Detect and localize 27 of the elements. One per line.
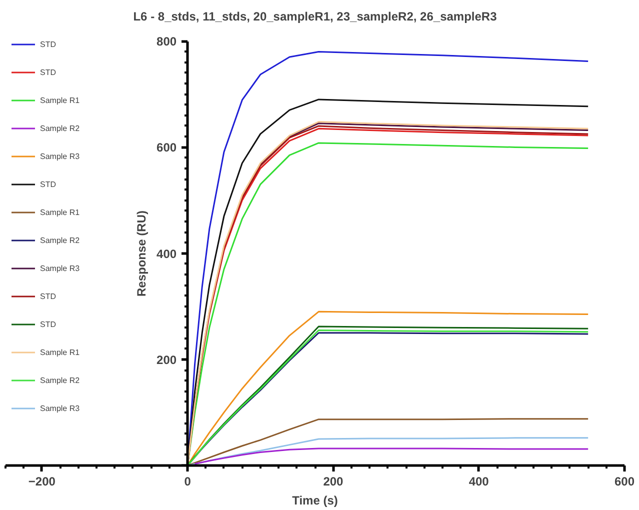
x-tick-label: 0 [184, 474, 192, 488]
legend-label: Sample R1 [40, 94, 80, 107]
legend-label: STD [40, 38, 57, 50]
legend-label: STD [40, 66, 57, 78]
legend-label: STD [40, 290, 57, 302]
y-tick-label: 400 [156, 246, 177, 261]
chart-title: L6 - 8_stds, 11_stds, 20_sampleR1, 23_sampleR2, 26_sampleR3 [133, 10, 498, 24]
y-tick-label: 200 [156, 352, 177, 367]
x-tick-label: 400 [468, 474, 490, 488]
x-tick-label: 200 [323, 474, 344, 488]
legend-label: Sample R2 [40, 234, 80, 247]
legend-label: STD [40, 178, 57, 190]
legend-label: Sample R2 [40, 122, 80, 135]
y-tick-label: 600 [156, 140, 177, 155]
legend-label: Sample R1 [40, 346, 80, 359]
line-series [194, 448, 589, 465]
x-axis-title: Time (s) [292, 494, 338, 508]
legend-label: Sample R3 [40, 262, 80, 275]
x-tick-label: −200 [28, 474, 56, 488]
legend-label: Sample R2 [40, 374, 80, 387]
legend-label: STD [40, 318, 57, 330]
legend-label: Sample R1 [40, 206, 80, 219]
legend-label: Sample R3 [40, 402, 80, 415]
y-axis-title: Response (RU) [134, 210, 148, 297]
x-tick-label: 600 [614, 474, 635, 488]
legend-label: Sample R3 [40, 150, 80, 163]
y-tick-label: 800 [156, 34, 177, 49]
